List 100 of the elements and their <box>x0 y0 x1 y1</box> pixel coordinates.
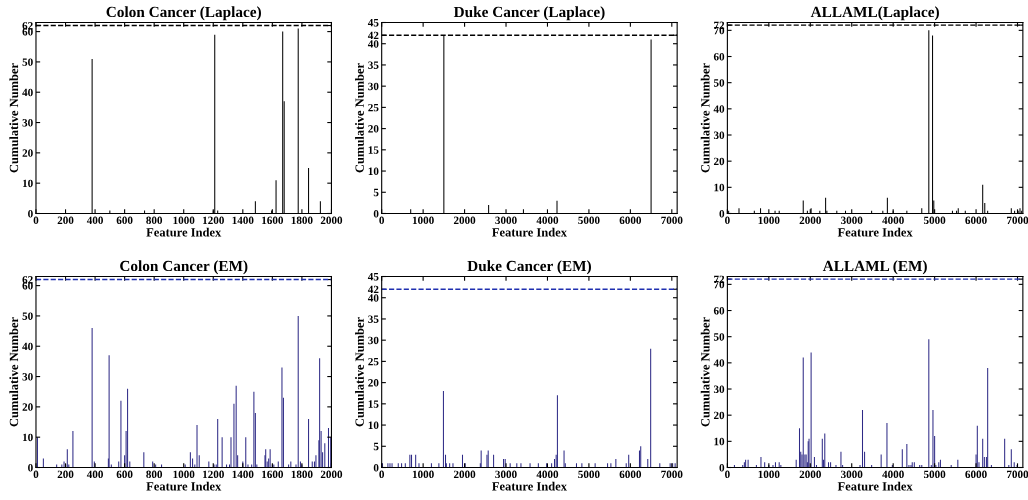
x-tick-label: 6000 <box>619 470 642 479</box>
y-tick-label: 25 <box>368 357 379 366</box>
y-tick-label: 60 <box>22 282 33 290</box>
x-tick-label: 2000 <box>799 216 821 225</box>
x-tick-label: 7000 <box>661 216 683 225</box>
x-tick-label: 2000 <box>453 470 476 479</box>
y-tick-label: 10 <box>368 167 379 176</box>
y-tick-label: 0 <box>28 463 33 472</box>
y-tick-label: 10 <box>22 433 33 442</box>
y-tick-label: 25 <box>368 103 379 112</box>
y-tick-label: 62 <box>22 276 33 284</box>
y-tick-label: 40 <box>22 342 33 351</box>
x-tick-label: 1000 <box>758 216 780 225</box>
x-tick-label: 800 <box>146 216 163 225</box>
x-tick-label: 1000 <box>173 216 195 225</box>
y-tick-label: 50 <box>713 333 725 341</box>
y-tick-label: 20 <box>368 125 379 133</box>
y-tick-label: 10 <box>22 179 33 188</box>
y-tick-label: 10 <box>714 437 725 446</box>
y-tick-label: 50 <box>713 79 725 87</box>
x-tick-label: 600 <box>116 470 133 479</box>
x-tick-label: 200 <box>57 470 74 479</box>
y-tick-label: 40 <box>713 105 725 113</box>
x-tick-label: 5000 <box>578 216 600 225</box>
x-tick-label: 1000 <box>412 470 434 479</box>
x-tick-label: 6000 <box>965 470 987 479</box>
x-tick-label: 1400 <box>232 470 254 479</box>
y-tick-label: 35 <box>368 315 379 323</box>
y-tick-label: 0 <box>719 209 725 218</box>
x-tick-label: 1800 <box>291 216 313 225</box>
y-tick-label: 0 <box>28 209 33 218</box>
y-tick-label: 40 <box>713 359 725 367</box>
x-tick-label: 1200 <box>203 216 224 225</box>
chart-title: Duke Cancer (Laplace) <box>453 6 605 21</box>
y-tick-label: 30 <box>713 131 725 139</box>
y-tick-label: 45 <box>367 19 379 27</box>
y-tick-label: 10 <box>368 421 379 430</box>
x-tick-label: 5000 <box>578 470 600 479</box>
x-tick-label: 2000 <box>799 470 821 479</box>
x-tick-label: 6000 <box>965 216 987 225</box>
y-tick-label: 42 <box>367 285 379 294</box>
y-tick-label: 15 <box>368 400 379 408</box>
x-tick-label: 7000 <box>1007 470 1028 479</box>
chart-title: ALLAML(Laplace) <box>810 6 939 21</box>
y-axis-title: Cumulative Number <box>9 317 19 427</box>
x-tick-label: 600 <box>116 216 133 225</box>
x-tick-label: 0 <box>379 470 385 479</box>
x-tick-label: 0 <box>379 216 385 225</box>
y-axis-title: Cumulative Number <box>700 63 710 173</box>
x-axis-title: Feature Index <box>492 481 567 491</box>
x-tick-label: 800 <box>146 470 163 479</box>
y-tick-label: 45 <box>367 273 379 281</box>
chart-title: Colon Cancer (EM) <box>120 260 248 275</box>
x-tick-label: 5000 <box>923 216 946 225</box>
x-tick-label: 1200 <box>203 470 224 479</box>
chart-title: Duke Cancer (EM) <box>467 260 591 275</box>
y-tick-label: 60 <box>713 306 725 315</box>
x-tick-label: 6000 <box>619 216 642 225</box>
x-tick-label: 7000 <box>1007 216 1028 225</box>
y-tick-label: 30 <box>368 336 379 345</box>
y-tick-label: 30 <box>22 119 33 127</box>
y-tick-label: 30 <box>368 82 379 91</box>
x-tick-label: 1800 <box>291 470 313 479</box>
y-axis-title: Cumulative Number <box>355 63 364 173</box>
x-tick-label: 1000 <box>412 216 434 225</box>
x-axis-title: Feature Index <box>837 481 913 491</box>
y-tick-label: 50 <box>22 312 33 320</box>
x-tick-label: 200 <box>57 216 74 225</box>
x-tick-label: 400 <box>86 470 103 479</box>
y-tick-label: 0 <box>719 463 725 472</box>
y-tick-label: 20 <box>368 379 379 387</box>
x-tick-label: 4000 <box>536 470 559 479</box>
x-tick-label: 1400 <box>232 216 254 225</box>
x-tick-label: 4000 <box>882 470 904 479</box>
x-tick-label: 4000 <box>536 216 559 225</box>
y-tick-label: 40 <box>367 40 379 48</box>
x-axis-title: Feature Index <box>837 227 913 237</box>
x-tick-label: 400 <box>86 216 103 225</box>
y-tick-label: 42 <box>367 31 379 40</box>
x-tick-label: 3000 <box>841 216 863 225</box>
y-axis-title: Cumulative Number <box>9 63 19 173</box>
x-axis-title: Feature Index <box>146 481 222 491</box>
y-tick-label: 20 <box>22 403 33 411</box>
y-tick-label: 60 <box>22 28 33 36</box>
x-tick-label: 3000 <box>495 470 517 479</box>
x-tick-label: 2000 <box>320 470 343 479</box>
y-tick-label: 35 <box>368 61 379 69</box>
y-tick-label: 62 <box>22 22 33 30</box>
x-tick-label: 2000 <box>453 216 476 225</box>
x-tick-label: 7000 <box>661 470 683 479</box>
x-tick-label: 5000 <box>923 470 946 479</box>
y-tick-label: 20 <box>713 157 725 166</box>
x-axis-title: Feature Index <box>492 227 567 237</box>
x-tick-label: 1000 <box>173 470 195 479</box>
y-tick-label: 5 <box>373 442 379 451</box>
y-axis-title: Cumulative Number <box>355 317 364 427</box>
y-tick-label: 10 <box>714 183 725 192</box>
y-tick-label: 40 <box>367 294 379 302</box>
x-tick-label: 1600 <box>262 216 284 225</box>
x-tick-label: 3000 <box>841 470 863 479</box>
